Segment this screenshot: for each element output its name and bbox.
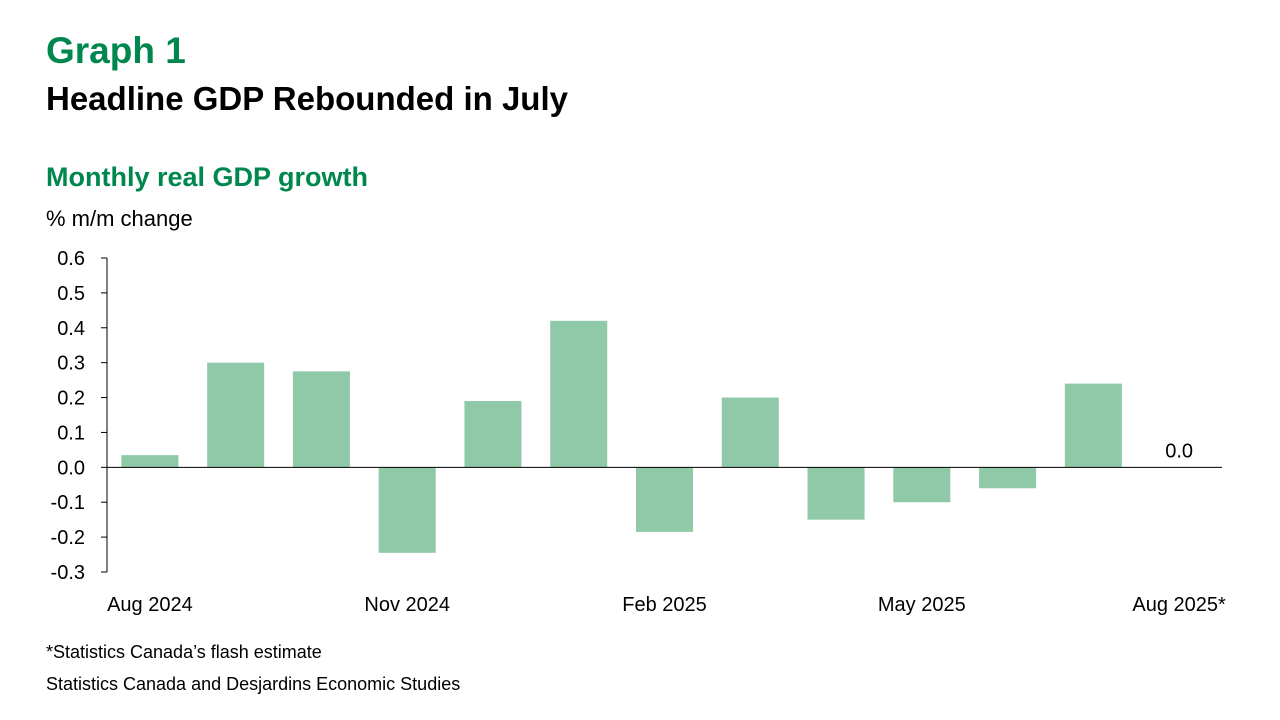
y-tick-label: 0.6	[57, 248, 85, 270]
x-tick-label: Nov 2024	[364, 594, 450, 616]
bar-jul-2025	[1064, 383, 1122, 468]
bar-sep-2024	[207, 362, 265, 468]
bar-aug-2024	[121, 455, 179, 468]
y-tick-label: 0.4	[57, 318, 85, 340]
bar-nov-2024	[378, 467, 436, 553]
y-tick-label: 0.0	[57, 457, 85, 479]
y-tick-label: 0.2	[57, 388, 85, 410]
x-tick-label: Aug 2024	[107, 594, 193, 616]
bar-dec-2024	[464, 401, 522, 468]
y-tick-label: -0.2	[51, 527, 85, 549]
y-tick-label: -0.1	[51, 492, 85, 514]
source-note: Statistics Canada and Desjardins Economi…	[46, 674, 461, 694]
bar-feb-2025	[635, 467, 694, 532]
x-tick-label: Aug 2025*	[1132, 594, 1226, 616]
y-axis-ticks: 0.6 0.5 0.4 0.3 0.2 0.1 0.0 -0.1 -0.2 -0.3	[51, 248, 107, 584]
bar-jan-2025	[550, 320, 608, 468]
graph-title: Headline GDP Rebounded in July	[46, 80, 568, 117]
x-axis-ticks: Aug 2024 Nov 2024 Feb 2025 May 2025 Aug 2025…	[107, 594, 1226, 616]
y-axis-unit-label: % m/m change	[46, 206, 193, 231]
y-tick-label: -0.3	[51, 562, 85, 584]
data-labels: 0.0	[1165, 440, 1193, 462]
x-tick-label: Feb 2025	[622, 594, 707, 616]
bar-apr-2025	[807, 467, 865, 520]
chart-subtitle: Monthly real GDP growth	[46, 162, 369, 192]
x-tick-label: May 2025	[878, 594, 966, 616]
footnote: *Statistics Canada’s flash estimate	[46, 642, 322, 662]
bars	[121, 320, 1122, 553]
y-tick-label: 0.3	[57, 353, 85, 375]
y-tick-label: 0.1	[57, 422, 85, 444]
data-label: 0.0	[1165, 440, 1193, 462]
y-tick-label: 0.5	[57, 283, 85, 305]
graph-label: Graph 1	[46, 30, 186, 71]
bar-oct-2024	[292, 371, 350, 468]
bar-mar-2025	[721, 397, 779, 468]
bar-jun-2025	[979, 467, 1037, 489]
bar-may-2025	[893, 467, 951, 503]
